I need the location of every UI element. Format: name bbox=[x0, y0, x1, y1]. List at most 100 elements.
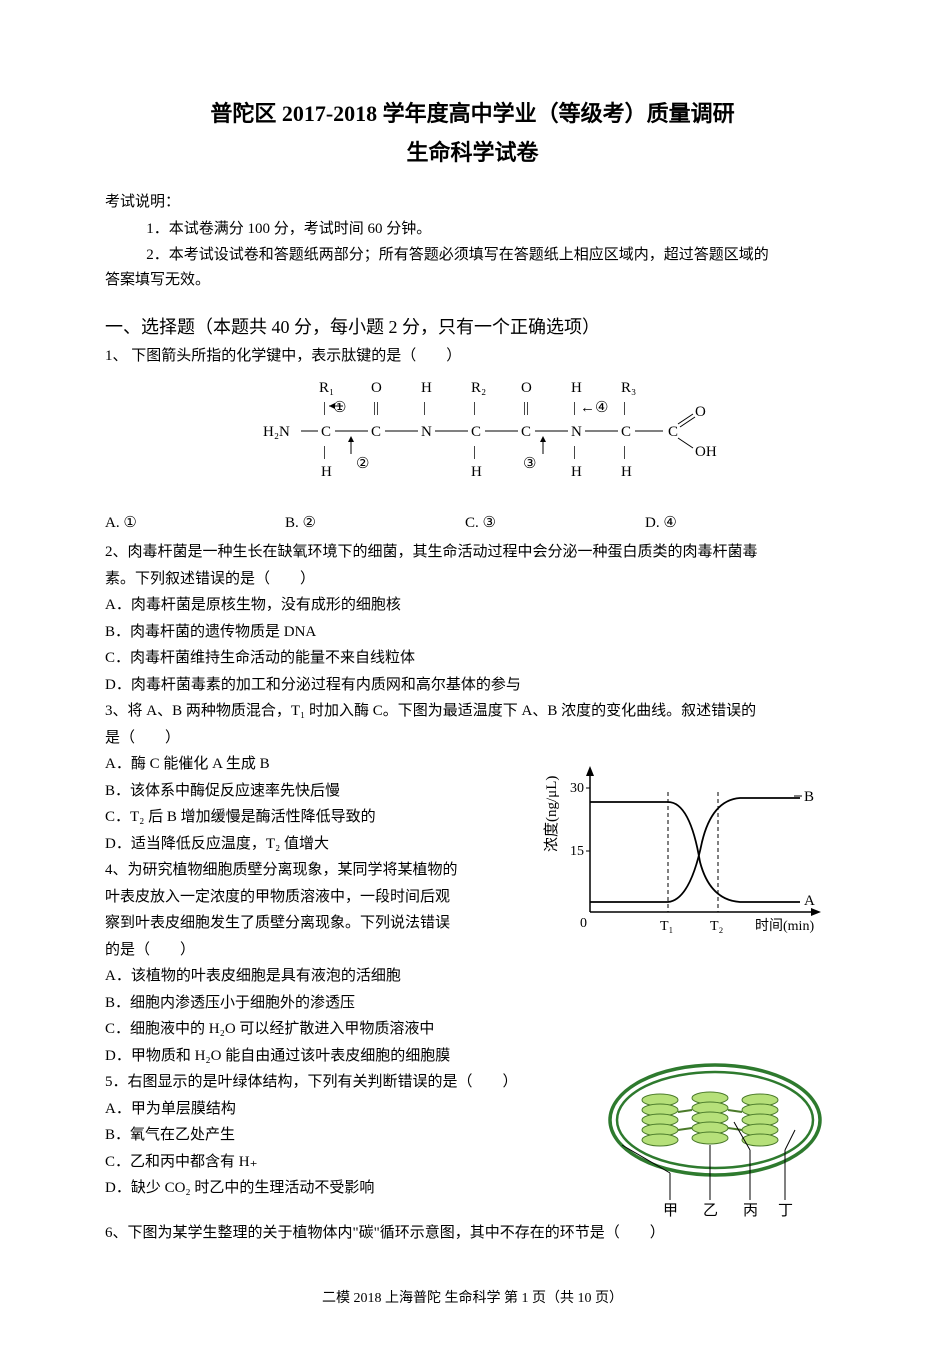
peptide-bond5: | bbox=[623, 400, 626, 416]
peptide-bond2: | bbox=[423, 400, 426, 416]
q2-b: B．肉毒杆菌的遗传物质是 DNA bbox=[105, 620, 840, 646]
title-line2: 生命科学试卷 bbox=[105, 134, 840, 171]
peptide-left-end: H₂N bbox=[263, 424, 290, 440]
peptide-h-bot4: H bbox=[621, 464, 632, 480]
q1-opt-c: C. ③ bbox=[465, 511, 645, 537]
peptide-right-oh: OH bbox=[695, 444, 717, 460]
peptide-atom-c3: C bbox=[471, 424, 481, 440]
peptide-r1: R₁ bbox=[319, 380, 334, 396]
q3-c: C．T₂ 后 B 增加缓慢是酶活性降低导致的 bbox=[105, 805, 515, 831]
q4-c: C．细胞液中的 H₂O 可以经扩散进入甲物质溶液中 bbox=[105, 1017, 840, 1043]
chart-ytick-15: 15 bbox=[570, 844, 584, 859]
chart-origin: 0 bbox=[580, 916, 587, 931]
q4-a: A．该植物的叶表皮细胞是具有液泡的活细胞 bbox=[105, 964, 840, 990]
chloroplast-diagram: 甲 乙 丙 丁 bbox=[600, 1050, 830, 1230]
chloro-label-bing: 丙 bbox=[743, 1203, 758, 1219]
q2-stem1: 2、肉毒杆菌是一种生长在缺氧环境下的细菌，其生命活动过程中会分泌一种蛋白质类的肉… bbox=[105, 540, 840, 566]
peptide-arrow4-text: ← bbox=[580, 400, 595, 416]
q1-options: A. ① B. ② C. ③ D. ④ bbox=[105, 511, 840, 537]
peptide-atom-c4: C bbox=[521, 424, 531, 440]
q5-block: 甲 乙 丙 丁 5．右图显示的是叶绿体结构，下列有关判断错误的是（ ） A．甲为… bbox=[105, 1070, 840, 1220]
q4-stem1: 4、为研究植物细胞质壁分离现象，某同学将某植物的 bbox=[105, 858, 515, 884]
q4-stem2: 叶表皮放入一定浓度的甲物质溶液中，一段时间后观 bbox=[105, 885, 515, 911]
chart-ylabel: 浓度(ng/μL) bbox=[543, 776, 560, 852]
chart-ytick-30: 30 bbox=[570, 781, 584, 796]
q2-stem2: 素。下列叙述错误的是（ ） bbox=[105, 567, 840, 593]
peptide-bond-bot2: | bbox=[473, 444, 476, 460]
chart-y-arrow bbox=[586, 766, 594, 776]
peptide-atom-c6: C bbox=[668, 424, 678, 440]
q5-d: D．缺少 CO₂ 时乙中的生理活动不受影响 bbox=[105, 1176, 585, 1202]
instructions-line1: 1．本试卷满分 100 分，考试时间 60 分钟。 bbox=[105, 217, 840, 243]
q3-stem1: 3、将 A、B 两种物质混合，T₁ 时加入酶 C。下图为最适温度下 A、B 浓度… bbox=[105, 699, 840, 725]
chloro-label-ding: 丁 bbox=[778, 1203, 793, 1219]
peptide-h1: H bbox=[421, 380, 432, 396]
peptide-arrow2-head bbox=[348, 436, 354, 442]
q1-opt-d: D. ④ bbox=[645, 511, 825, 537]
q5-b: B．氧气在乙处产生 bbox=[105, 1123, 585, 1149]
q2-a: A．肉毒杆菌是原核生物，没有成形的细胞核 bbox=[105, 593, 840, 619]
peptide-r2: R₂ bbox=[471, 380, 486, 396]
q2-c: C．肉毒杆菌维持生命活动的能量不来自线粒体 bbox=[105, 646, 840, 672]
peptide-circ3: ③ bbox=[523, 456, 536, 472]
peptide-arrow3-head bbox=[540, 436, 546, 442]
page-footer: 二模 2018 上海普陀 生命科学 第 1 页（共 10 页） bbox=[105, 1287, 840, 1311]
peptide-arrow1-head bbox=[329, 403, 335, 409]
q4-b: B．细胞内渗透压小于细胞外的渗透压 bbox=[105, 991, 840, 1017]
peptide-circ4: ④ bbox=[595, 400, 608, 416]
peptide-circ1: ① bbox=[333, 400, 346, 416]
chart-xlabel: 时间(min) bbox=[755, 918, 814, 934]
peptide-h2: H bbox=[571, 380, 582, 396]
peptide-bond4: | bbox=[573, 400, 576, 416]
peptide-bond3: | bbox=[473, 400, 476, 416]
peptide-atom-c5: C bbox=[621, 424, 631, 440]
peptide-o2: O bbox=[521, 380, 532, 396]
peptide-right-o: O bbox=[695, 404, 706, 420]
instructions-line2b: 答案填写无效。 bbox=[105, 268, 840, 294]
title-block: 普陀区 2017-2018 学年度高中学业（等级考）质量调研 生命科学试卷 bbox=[105, 95, 840, 172]
title-line1: 普陀区 2017-2018 学年度高中学业（等级考）质量调研 bbox=[105, 95, 840, 132]
section-heading: 一、选择题（本题共 40 分，每小题 2 分，只有一个正确选项） bbox=[105, 312, 840, 343]
q4-stem3: 察到叶表皮细胞发生了质壁分离现象。下列说法错误 bbox=[105, 911, 515, 937]
q1-stem: 1、 下图箭头所指的化学键中，表示肽键的是（ ） bbox=[105, 344, 840, 370]
peptide-dbl2: || bbox=[523, 400, 529, 416]
peptide-h-bot3: H bbox=[571, 464, 582, 480]
chart-curve-a bbox=[590, 802, 800, 902]
peptide-atom-c1: C bbox=[321, 424, 331, 440]
peptide-o1: O bbox=[371, 380, 382, 396]
peptide-bond-bot1: | bbox=[323, 444, 326, 460]
peptide-h-bot1: H bbox=[321, 464, 332, 480]
peptide-atom-c2: C bbox=[371, 424, 381, 440]
q5-c: C．乙和丙中都含有 H₊ bbox=[105, 1150, 585, 1176]
peptide-bond1: | bbox=[323, 400, 326, 416]
q3-a: A．酶 C 能催化 A 生成 B bbox=[105, 752, 515, 778]
chloro-stack-2 bbox=[692, 1092, 728, 1144]
peptide-dbl1: || bbox=[373, 400, 379, 416]
q4-stem4: 的是（ ） bbox=[105, 938, 515, 964]
instructions: 考试说明： 1．本试卷满分 100 分，考试时间 60 分钟。 2．本考试设试卷… bbox=[105, 190, 840, 294]
q3-b: B．该体系中酶促反应速率先快后慢 bbox=[105, 779, 515, 805]
chart-curve-b bbox=[590, 798, 800, 902]
peptide-atom-n2: N bbox=[571, 424, 582, 440]
chart-label-a: A bbox=[804, 893, 815, 909]
q3-stem2: 是（ ） bbox=[105, 726, 840, 752]
q5-stem: 5．右图显示的是叶绿体结构，下列有关判断错误的是（ ） bbox=[105, 1070, 585, 1096]
chart-x-arrow bbox=[811, 908, 821, 916]
peptide-r3: R₃ bbox=[621, 380, 636, 396]
instructions-head: 考试说明： bbox=[105, 190, 840, 216]
concentration-chart: 30 15 0 浓度(ng/μL) T₁ T₂ 时间(min) A B bbox=[540, 752, 840, 962]
peptide-diagram: R₁ O H R₂ O H R₃ | ① || | | || | ← ④ | H… bbox=[105, 376, 840, 501]
q1-opt-b: B. ② bbox=[285, 511, 465, 537]
chloro-stack-1 bbox=[642, 1094, 678, 1146]
q3-q4-block: 30 15 0 浓度(ng/μL) T₁ T₂ 时间(min) A B A．酶 … bbox=[105, 752, 840, 963]
chart-t1: T₁ bbox=[660, 919, 673, 934]
peptide-atom-n1: N bbox=[421, 424, 432, 440]
chloro-label-jia: 甲 bbox=[663, 1203, 678, 1219]
chart-label-b: B bbox=[804, 789, 814, 805]
peptide-h-bot2: H bbox=[471, 464, 482, 480]
peptide-bond-bot3: | bbox=[573, 444, 576, 460]
q3-d: D．适当降低反应温度，T₂ 值增大 bbox=[105, 832, 515, 858]
peptide-circ2: ② bbox=[356, 456, 369, 472]
q1-opt-a: A. ① bbox=[105, 511, 285, 537]
chloro-stack-3 bbox=[742, 1094, 778, 1146]
